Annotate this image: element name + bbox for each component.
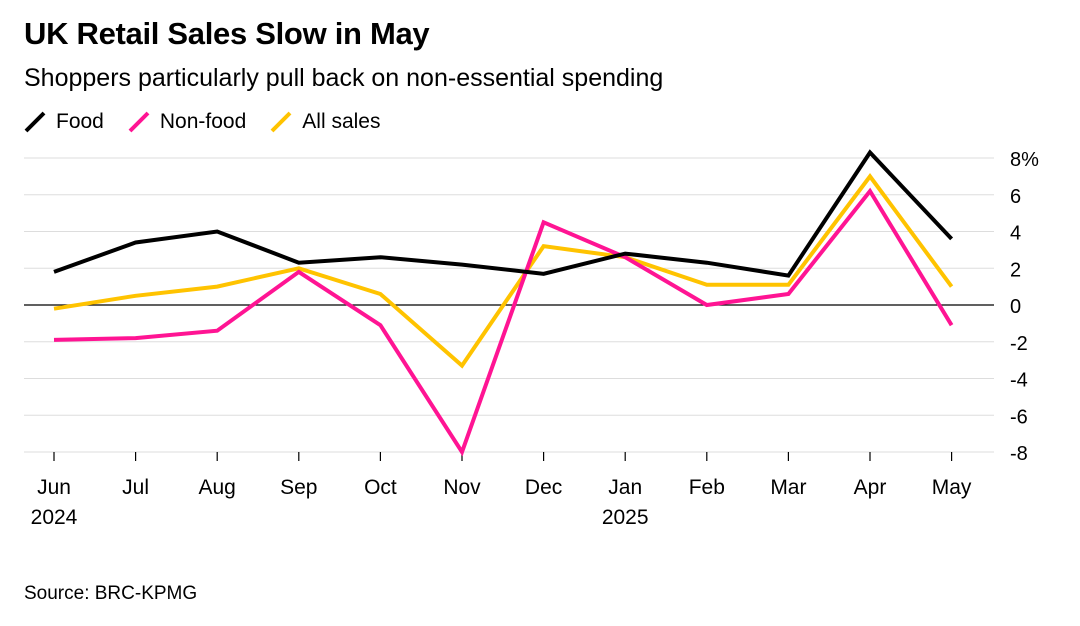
x-tick-label: Feb <box>689 476 725 499</box>
y-tick-label: -6 <box>1010 406 1028 428</box>
chart-title: UK Retail Sales Slow in May <box>24 16 430 51</box>
x-tick-label: May <box>932 476 972 499</box>
legend-swatch-non-food <box>128 111 150 133</box>
y-tick-label: 0 <box>1010 296 1021 318</box>
legend-item-non-food: Non-food <box>128 110 246 134</box>
legend: Food Non-food All sales <box>24 110 404 134</box>
x-year-label: 2024 <box>31 506 78 529</box>
legend-label-food: Food <box>56 110 104 133</box>
y-tick-label: 4 <box>1010 223 1021 245</box>
legend-item-food: Food <box>24 110 104 134</box>
legend-label-non-food: Non-food <box>159 110 247 133</box>
y-tick-label: -2 <box>1010 333 1028 355</box>
x-year-label: 2025 <box>602 506 649 529</box>
y-tick-label: -4 <box>1010 370 1028 392</box>
x-tick-label: Sep <box>280 476 317 499</box>
all-sales-line <box>53 173 954 369</box>
x-tick-label: Apr <box>854 476 887 499</box>
food-line <box>53 149 954 278</box>
x-tick-label: Jan <box>608 476 642 499</box>
chart-subtitle: Shoppers particularly pull back on non-e… <box>24 64 664 92</box>
x-tick-label: Jun <box>37 476 71 499</box>
y-tick-label: 2 <box>1010 259 1021 281</box>
x-tick-label: Aug <box>199 476 236 499</box>
y-tick-label: 8% <box>1010 149 1039 171</box>
source-note: Source: BRC-KPMG <box>24 583 198 604</box>
legend-mark-all-sales <box>270 111 292 133</box>
legend-mark-non-food <box>128 111 150 133</box>
x-tick-label: Oct <box>364 476 397 499</box>
legend-label-all-sales: All sales <box>302 110 381 133</box>
legend-swatch-all-sales <box>270 111 292 133</box>
y-tick-label: -8 <box>1010 443 1028 465</box>
legend-mark-food <box>24 111 46 133</box>
x-tick-label: Nov <box>443 476 481 499</box>
x-tick-label: Dec <box>525 476 562 499</box>
legend-swatch-food <box>24 111 46 133</box>
x-tick-label: Jul <box>122 476 149 499</box>
x-tick-label: Mar <box>770 476 806 499</box>
y-tick-label: 6 <box>1010 186 1021 208</box>
legend-item-all-sales: All sales <box>270 110 380 134</box>
non-food-line <box>53 187 954 457</box>
